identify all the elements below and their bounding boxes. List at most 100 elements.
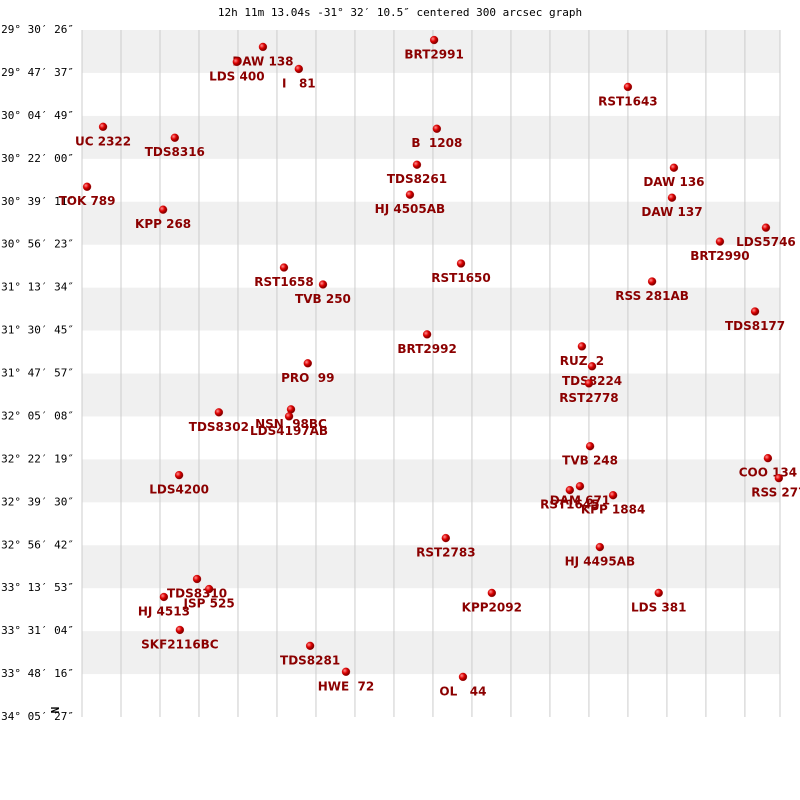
star: [286, 405, 296, 414]
star-label: RSS 281AB: [615, 289, 689, 303]
star-label: SKF2116BC: [141, 637, 219, 651]
star-label: COO 134: [739, 466, 797, 480]
star-label: RST1658: [254, 275, 313, 289]
star: [258, 42, 268, 52]
star-label: JSP 525: [183, 597, 235, 611]
grid-band: [82, 459, 780, 503]
star: [422, 330, 432, 339]
star: [774, 473, 783, 483]
star: [98, 122, 108, 131]
star: [667, 193, 677, 202]
star: [565, 485, 574, 495]
star-label: DAW 136: [643, 175, 704, 189]
star-label: KPP2092: [462, 600, 522, 614]
star-label: LDS 400: [209, 69, 264, 83]
star-label: RST1645: [540, 498, 599, 512]
star: [715, 237, 725, 246]
star-label: KPP 268: [135, 217, 191, 231]
y-tick-label: -31° 30′ 45″: [0, 324, 74, 337]
star: [750, 307, 760, 316]
star: [412, 160, 422, 169]
star: [669, 163, 679, 172]
y-tick-label: -29° 30′ 26″: [0, 23, 74, 36]
star-label: TOK 789: [59, 194, 116, 208]
star: [279, 263, 289, 272]
star-label: LDS4200: [149, 483, 209, 497]
star-label: BRT2992: [397, 342, 456, 356]
star: [159, 592, 169, 602]
y-tick-label: -30° 39′ 11″: [0, 195, 74, 208]
grid-band: [82, 30, 780, 73]
y-tick-label: -32° 05′ 08″: [0, 409, 74, 422]
star-label: HJ 4505AB: [375, 202, 446, 216]
star: [763, 454, 773, 463]
grid-band: [82, 373, 780, 417]
star: [456, 259, 466, 268]
star-label: TDS8302: [189, 420, 249, 434]
star-label: RST1650: [431, 271, 490, 285]
star-label: TDS8177: [725, 319, 785, 333]
star: [458, 672, 468, 682]
y-tick-label: -30° 22′ 00″: [0, 152, 74, 165]
star-label: UC 2322: [75, 134, 131, 148]
y-tick-label: -30° 04′ 49″: [0, 109, 74, 122]
grid-band: [82, 287, 780, 331]
star-label: HWE 72: [318, 679, 375, 693]
star: [294, 64, 303, 74]
star: [82, 182, 92, 191]
star-label: TDS8281: [280, 653, 340, 667]
y-tick-label: -31° 13′ 34″: [0, 281, 74, 294]
star: [214, 408, 224, 417]
star: [305, 641, 315, 650]
star-label: NSN 98BC: [255, 417, 327, 431]
star-label: TDS8316: [145, 145, 205, 159]
north-label: N: [49, 707, 62, 714]
star-label: BRT2990: [690, 249, 749, 263]
star: [647, 277, 657, 286]
star: [158, 205, 168, 214]
star: [174, 470, 184, 480]
y-tick-label: -29° 47′ 37″: [0, 66, 74, 79]
y-tick-label: -33° 31′ 04″: [0, 624, 74, 637]
star: [303, 359, 312, 368]
star: [405, 190, 415, 199]
star-label: TDS8224: [562, 374, 622, 388]
y-tick-label: -33° 48′ 16″: [0, 667, 74, 680]
star: [761, 223, 771, 232]
y-tick-label: -32° 22′ 19″: [0, 452, 74, 465]
y-tick-label: -32° 39′ 30″: [0, 495, 74, 508]
y-tick-label: -33° 13′ 53″: [0, 581, 74, 594]
star-label: RST2778: [559, 391, 618, 405]
star-label: LDS5746: [736, 235, 796, 249]
star: [429, 35, 439, 45]
star-label: KPP 1884: [581, 503, 645, 517]
star: [608, 491, 618, 500]
star: [575, 482, 585, 491]
star-label: RST2783: [416, 546, 475, 560]
star-label: TVB 248: [562, 454, 618, 468]
star-label: PRO 99: [281, 371, 334, 385]
star-label: LDS 381: [631, 600, 686, 614]
y-tick-label: -34° 05′ 27″: [0, 710, 74, 723]
star: [587, 362, 597, 371]
star-label: TDS8261: [387, 172, 447, 186]
star: [623, 82, 633, 92]
star-label: TVB 250: [295, 292, 351, 306]
star: [192, 574, 202, 584]
star: [175, 625, 185, 635]
star: [432, 124, 441, 133]
y-tick-label: -30° 56′ 23″: [0, 238, 74, 251]
star: [232, 57, 241, 67]
y-tick-label: -32° 56′ 42″: [0, 538, 74, 551]
star: [585, 442, 595, 451]
star-label: DAW 138: [232, 54, 293, 68]
star-label: DAM 671: [550, 494, 610, 508]
star: [654, 588, 663, 598]
star-label: OL 44: [439, 684, 486, 698]
grid-band: [82, 201, 780, 245]
star-label: I 81: [282, 76, 316, 90]
star-label: RST1643: [598, 94, 657, 108]
grid-band: [82, 115, 780, 159]
star: [204, 584, 214, 594]
